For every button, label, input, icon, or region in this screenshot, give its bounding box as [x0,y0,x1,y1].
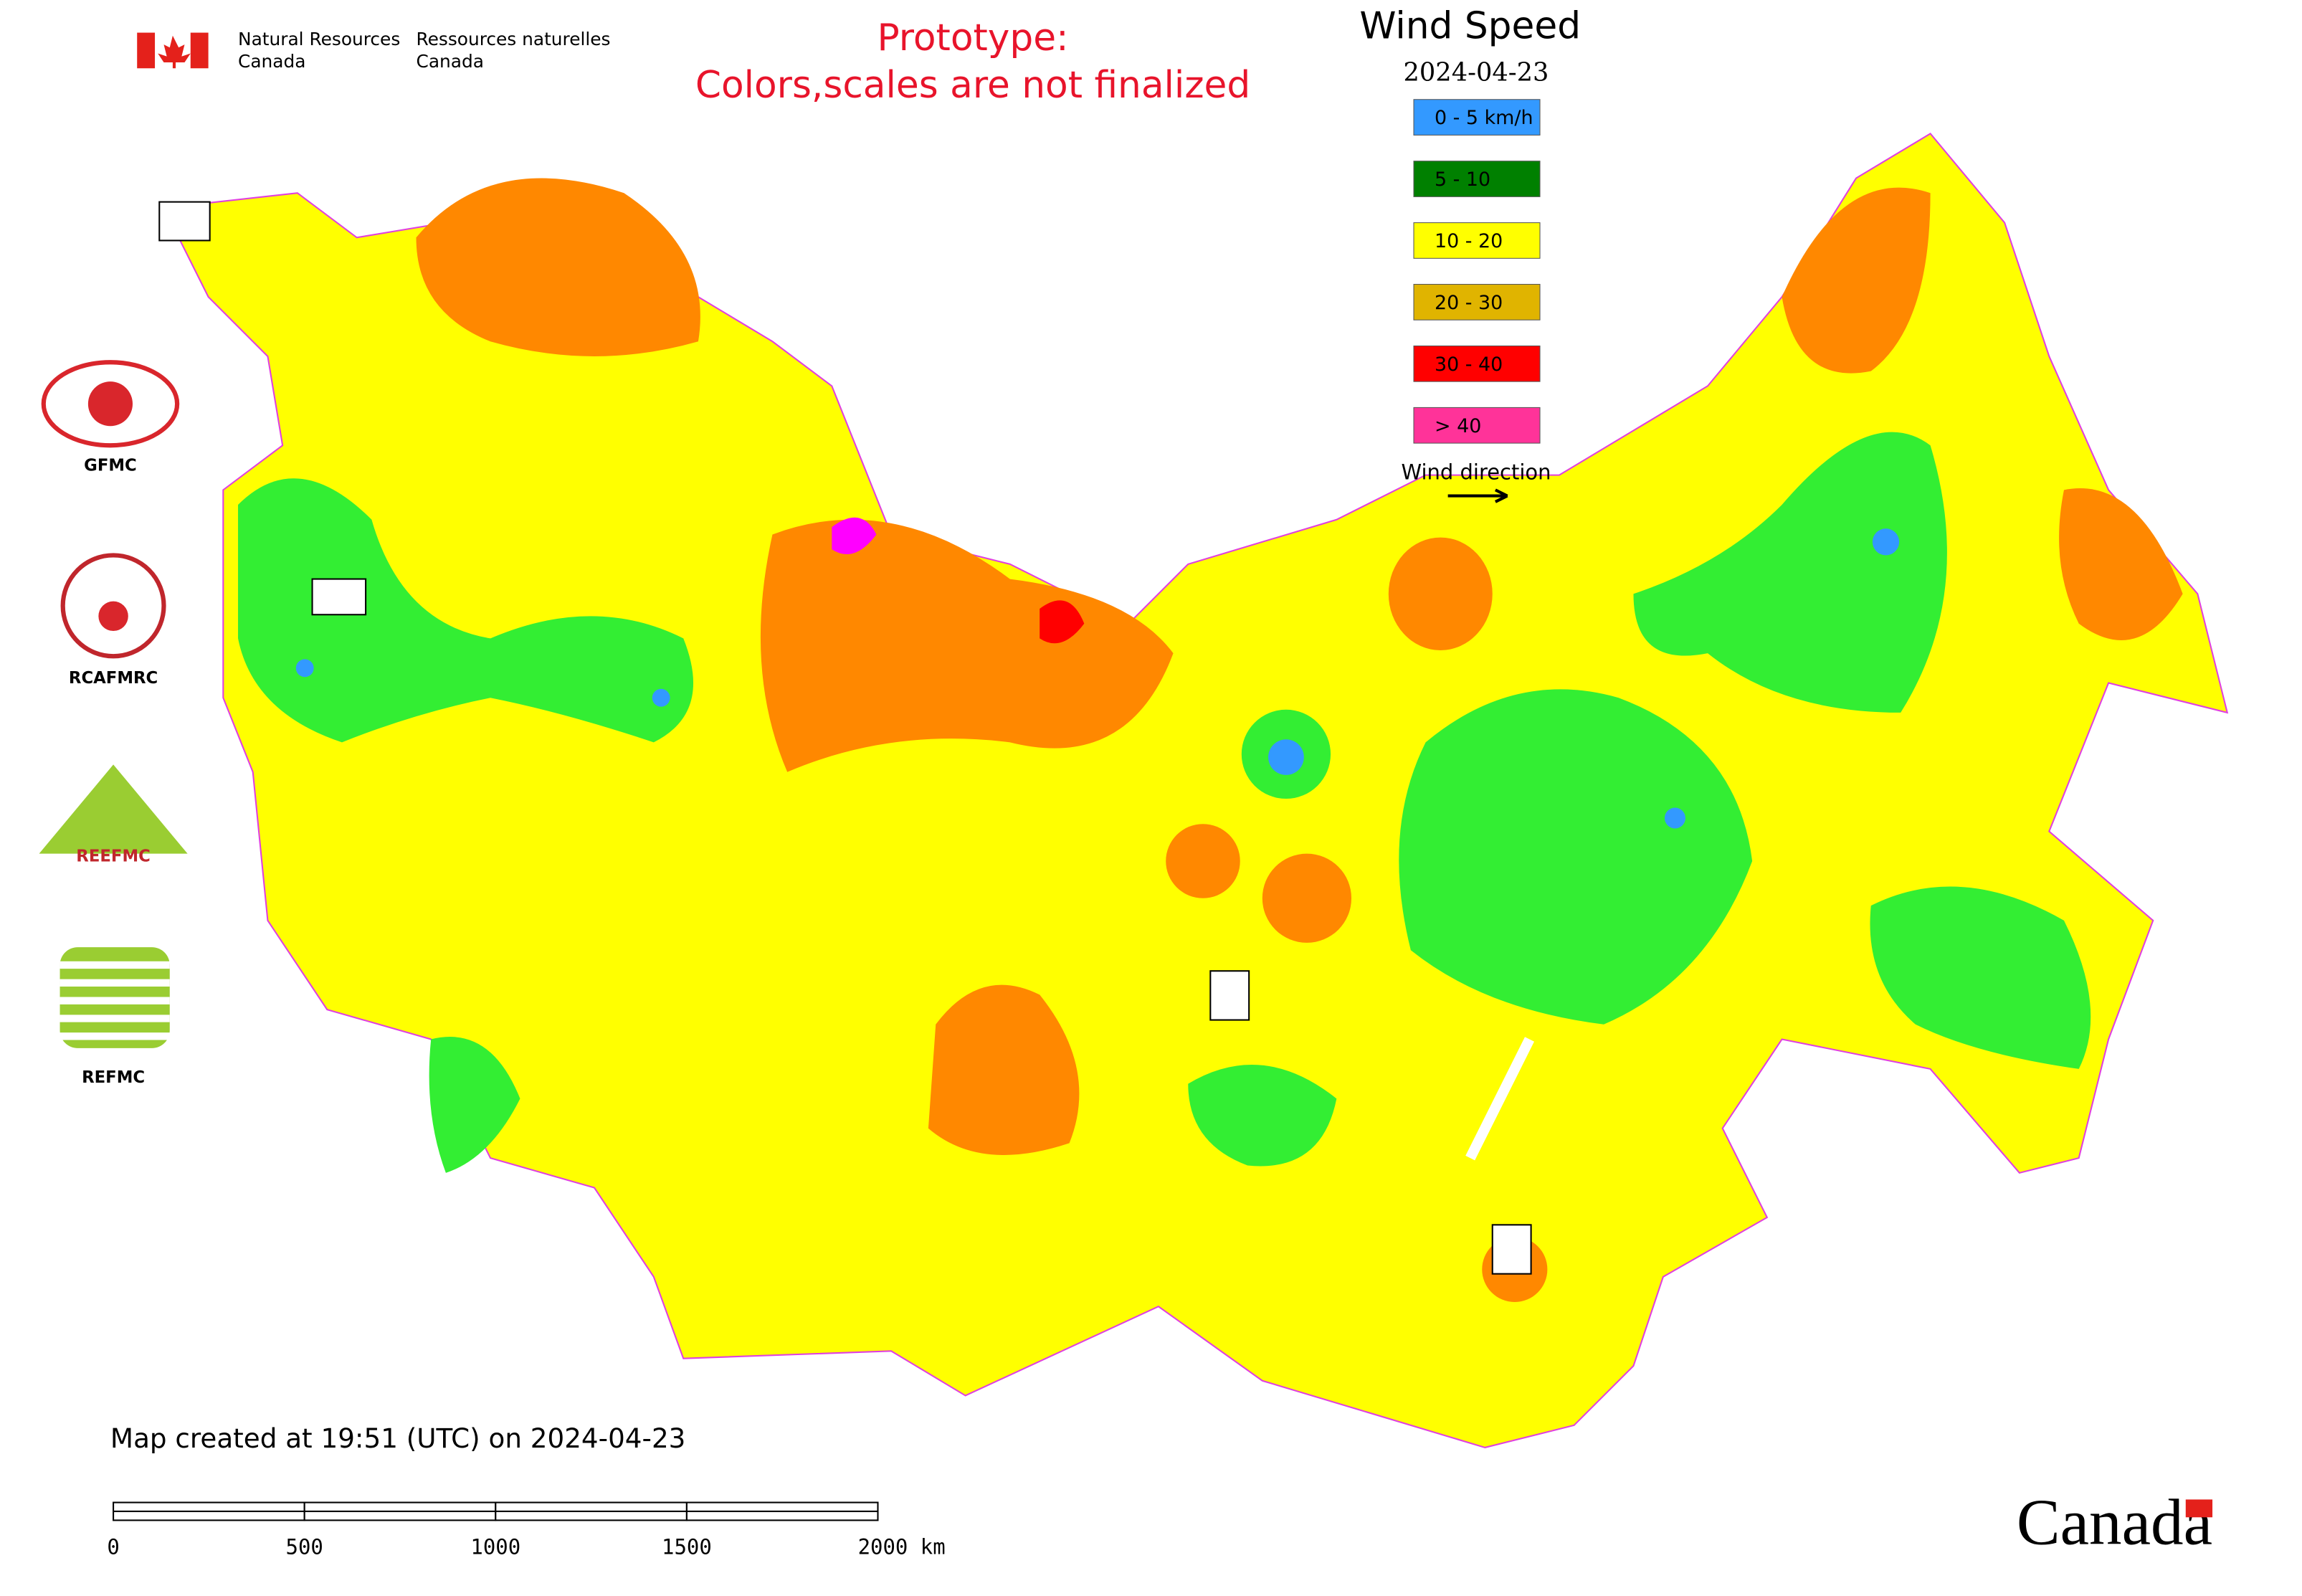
legend-swatch [1413,284,1541,320]
agency: Canada [417,51,484,72]
scale-label: 0 [107,1535,119,1559]
logo-label: RCAFMRC [69,669,158,688]
wordmark-flag [2185,1499,2213,1518]
scale-bar: 0 500 1000 1500 2000 km [107,1501,946,1559]
zone [238,478,694,743]
zone [1399,689,1753,1025]
legend-label: 30 - 40 [1435,353,1503,376]
lake [1465,1037,1535,1161]
zone [1166,824,1240,898]
zone [1040,600,1085,644]
zone [429,1037,520,1173]
zone [928,984,1080,1156]
rcafmrc-logo [98,601,128,632]
zone [1268,739,1304,775]
legend-swatch [1413,345,1541,382]
agency: Canada [238,51,305,72]
legend-swatch [1413,222,1541,259]
zone [1188,1064,1337,1167]
legend: 0 - 5 km/h 5 - 10 10 - 20 20 - 30 30 - 40 > 4… [1413,99,1541,444]
scale-label: 1000 [470,1535,520,1559]
gfmc-logo [87,381,133,427]
notice: Prototype: [877,16,1068,60]
agency: Natural Resources [238,29,400,49]
zone [1633,432,1947,713]
legend-label: 0 - 5 km/h [1435,107,1533,129]
site-marker [311,578,367,616]
site-marker [158,201,211,242]
legend-swatch [1413,161,1541,197]
agency: Ressources naturelles [417,29,611,49]
zone [832,517,877,555]
zone [1782,187,1931,374]
wind-direction: Wind direction [1401,460,1551,485]
zone [1870,886,2091,1069]
logo-label: REFMC [82,1068,145,1087]
zone [760,519,1174,772]
site-marker [1491,1224,1532,1275]
scale-label: 1500 [662,1535,712,1559]
zone [2059,488,2183,640]
zone [295,659,314,678]
legend-label: 20 - 30 [1435,292,1503,314]
zone [1664,807,1685,829]
zone [416,178,700,356]
arrow [1447,488,1508,503]
refmc-logo [60,961,170,1040]
zone [1262,853,1352,943]
legend-swatch [1413,99,1541,136]
legend-label: > 40 [1435,415,1481,437]
flag [158,35,191,69]
notice: Colors,scales are not finalized [695,64,1250,107]
logo-label: GFMC [84,457,137,475]
flag [190,32,209,69]
reefmc-logo [39,764,188,854]
scale-label: 2000 km [858,1535,946,1559]
canada-wordmark: Canada [2017,1486,2212,1559]
flag [137,32,156,69]
zone [1388,537,1493,650]
zone [1872,528,1900,556]
created-note: Map created at 19:51 (UTC) on 2024-04-23 [110,1422,685,1454]
scale-label: 500 [286,1535,323,1559]
legend-swatch [1413,407,1541,444]
zone [652,688,670,707]
site-marker [1209,970,1250,1021]
logo-text: REEFMC [76,847,151,865]
wind-map [162,133,2229,1449]
legend-label: 5 - 10 [1435,168,1490,191]
legend-label: 10 - 20 [1435,230,1503,252]
legend-date: 2024-04-23 [1404,58,1549,87]
legend-title: Wind Speed [1359,4,1581,47]
